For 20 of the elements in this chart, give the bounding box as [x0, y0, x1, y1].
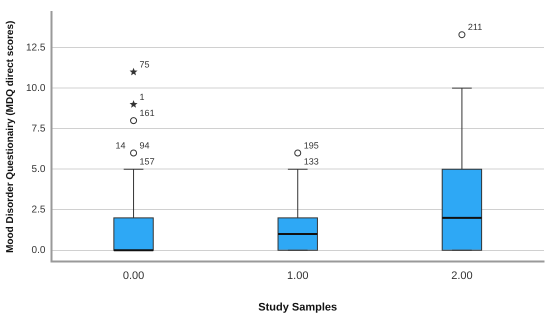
x-tick-label: 1.00 [287, 270, 308, 282]
annotation: 211 [468, 22, 482, 32]
y-tick-label: 10.0 [26, 82, 46, 94]
y-tick-label: 5.0 [32, 164, 46, 175]
annotation: 133 [304, 156, 319, 166]
annotation: 14 [116, 140, 126, 150]
annotation: 157 [140, 156, 155, 166]
y-tick-label: 7.5 [32, 123, 46, 134]
x-tick-label: 2.00 [451, 270, 473, 282]
y-tick-label: 0.0 [32, 245, 46, 256]
annotation: 94 [140, 140, 150, 150]
y-tick-label: 12.5 [26, 42, 46, 54]
annotation: 75 [140, 59, 150, 70]
x-axis-title: Study Samples [258, 301, 338, 314]
annotation: 195 [304, 140, 319, 150]
annotation: 1 [140, 92, 145, 102]
annotation: 161 [140, 108, 155, 118]
y-tick-label: 2.5 [32, 204, 46, 216]
y-axis-title: Mood Disorder Questionairy (MDQ direct scores) [4, 20, 16, 253]
x-tick-label: 0.00 [122, 270, 144, 282]
